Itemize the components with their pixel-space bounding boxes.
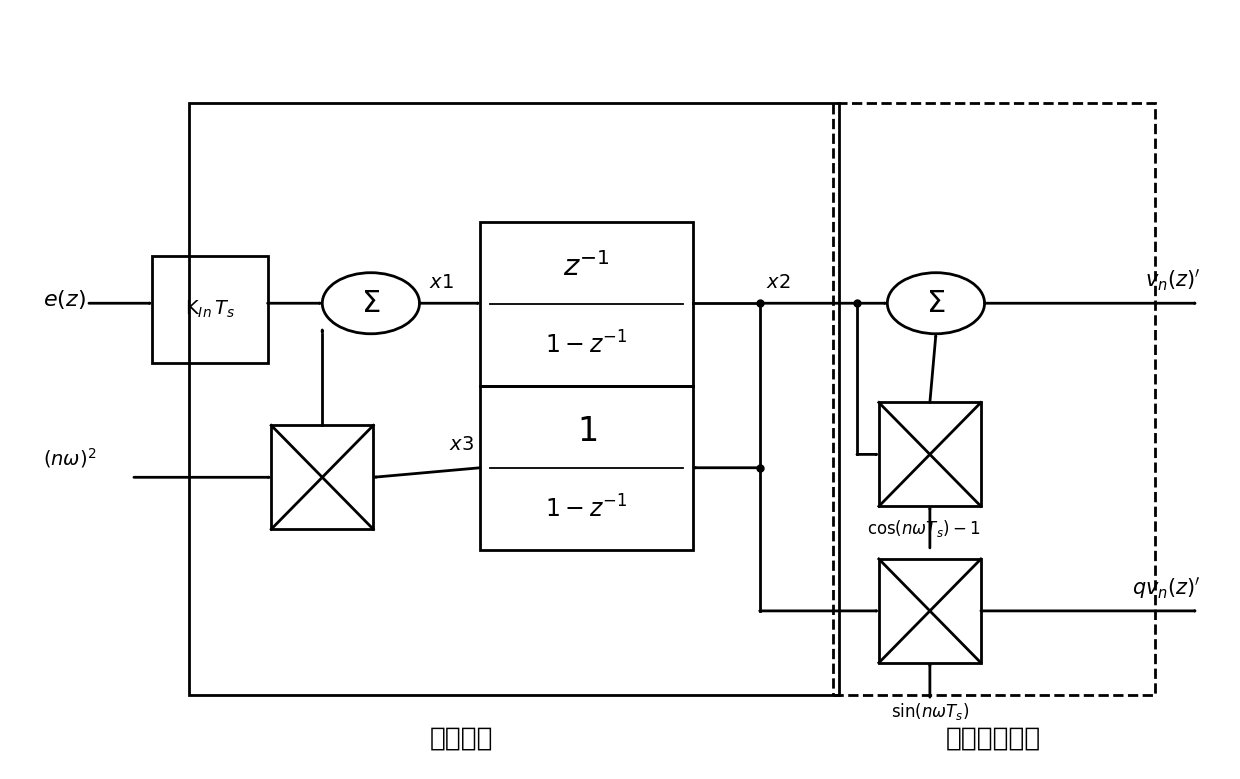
Text: $x3$: $x3$	[449, 435, 474, 454]
Text: $e(z)$: $e(z)$	[42, 288, 86, 311]
Text: 双积分器: 双积分器	[430, 725, 494, 752]
Bar	[480, 221, 693, 386]
Bar	[480, 386, 693, 550]
Text: $1-z^{-1}$: $1-z^{-1}$	[546, 495, 627, 523]
Text: $x2$: $x2$	[766, 273, 790, 292]
Text: $x1$: $x1$	[429, 273, 454, 292]
Text: $\mathrm{K}_{In}\,T_s$: $\mathrm{K}_{In}\,T_s$	[185, 298, 234, 320]
Bar	[272, 425, 373, 529]
Bar	[188, 103, 838, 695]
Bar	[879, 559, 981, 663]
Text: $\sin(n\omega T_s)$: $\sin(n\omega T_s)$	[890, 701, 970, 722]
Text: 相位校验模块: 相位校验模块	[946, 725, 1042, 752]
Text: $(n\omega)^2$: $(n\omega)^2$	[42, 446, 97, 470]
Text: $\cos(n\omega T_s)-1$: $\cos(n\omega T_s)-1$	[867, 518, 981, 539]
Text: $\Sigma$: $\Sigma$	[361, 289, 381, 318]
Text: $z^{-1}$: $z^{-1}$	[563, 252, 610, 283]
Bar	[832, 103, 1154, 695]
Bar	[879, 403, 981, 506]
Bar	[153, 256, 268, 363]
Text: $1-z^{-1}$: $1-z^{-1}$	[546, 331, 627, 358]
Text: $1$: $1$	[577, 415, 596, 448]
Text: $qv_n(z)^{\prime}$: $qv_n(z)^{\prime}$	[1132, 575, 1200, 601]
Text: $v_n(z)^{\prime}$: $v_n(z)^{\prime}$	[1146, 268, 1200, 294]
Text: $\Sigma$: $\Sigma$	[926, 289, 946, 318]
